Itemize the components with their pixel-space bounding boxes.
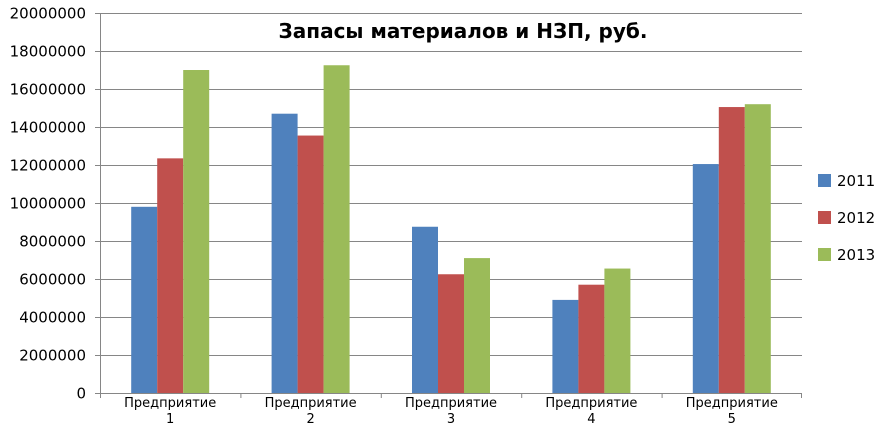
legend-label-2011: 2011	[837, 172, 875, 190]
bar-2013-cat-5	[744, 104, 771, 393]
y-tick-label: 4000000	[19, 309, 86, 327]
bar-2013-cat-1	[183, 70, 210, 393]
legend-swatch-2012	[818, 211, 831, 224]
y-tick-label: 2000000	[19, 347, 86, 365]
bar-2012-cat-5	[718, 107, 745, 394]
legend-swatch-2013	[818, 248, 831, 261]
bar-2011-cat-1	[131, 206, 158, 393]
x-category-label: Предприятие	[124, 396, 216, 411]
y-tick-labels: 0 2000000 4000000 6000000 8000000 10000000 120…	[10, 5, 86, 403]
y-tick-label: 6000000	[19, 271, 86, 289]
x-category-label: Предприятие	[686, 396, 778, 411]
bar-2012-cat-1	[157, 158, 184, 393]
bar-2012-cat-3	[438, 274, 464, 393]
bar-2011-cat-5	[692, 164, 719, 393]
x-category-label: 3	[447, 412, 455, 427]
y-tick-label: 12000000	[10, 157, 86, 175]
x-category-label: 5	[728, 412, 736, 427]
x-category-label: 1	[166, 412, 174, 427]
bars	[131, 65, 771, 394]
bar-2011-cat-3	[412, 226, 438, 393]
y-tick-label: 18000000	[10, 43, 86, 61]
bar-2012-cat-2	[297, 135, 324, 394]
x-category-label: 4	[587, 412, 595, 427]
y-tick-label: 10000000	[10, 195, 86, 213]
x-category-labels: Предприятие1Предприятие2Предприятие3Пред…	[124, 396, 778, 427]
y-tick-label: 0	[76, 385, 86, 403]
x-category-label: Предприятие	[545, 396, 637, 411]
bar-2011-cat-4	[552, 299, 579, 393]
y-tick-label: 20000000	[10, 5, 86, 23]
bar-2013-cat-3	[464, 258, 490, 393]
y-tick-label: 14000000	[10, 119, 86, 137]
legend-swatch-2011	[818, 174, 831, 187]
x-category-label: 2	[306, 412, 314, 427]
y-tick-label: 16000000	[10, 81, 86, 99]
bar-2011-cat-2	[271, 113, 298, 393]
chart-title: Запасы материалов и НЗП, руб.	[279, 19, 648, 43]
bar-2013-cat-2	[323, 65, 350, 393]
axes	[100, 13, 802, 398]
x-category-label: Предприятие	[265, 396, 357, 411]
legend: 2011 2012 2013	[818, 172, 875, 264]
bar-2013-cat-4	[604, 268, 631, 393]
legend-label-2012: 2012	[837, 209, 875, 227]
legend-label-2013: 2013	[837, 246, 875, 264]
y-tick-label: 8000000	[19, 233, 86, 251]
bar-2012-cat-4	[578, 284, 605, 393]
x-category-label: Предприятие	[405, 396, 497, 411]
